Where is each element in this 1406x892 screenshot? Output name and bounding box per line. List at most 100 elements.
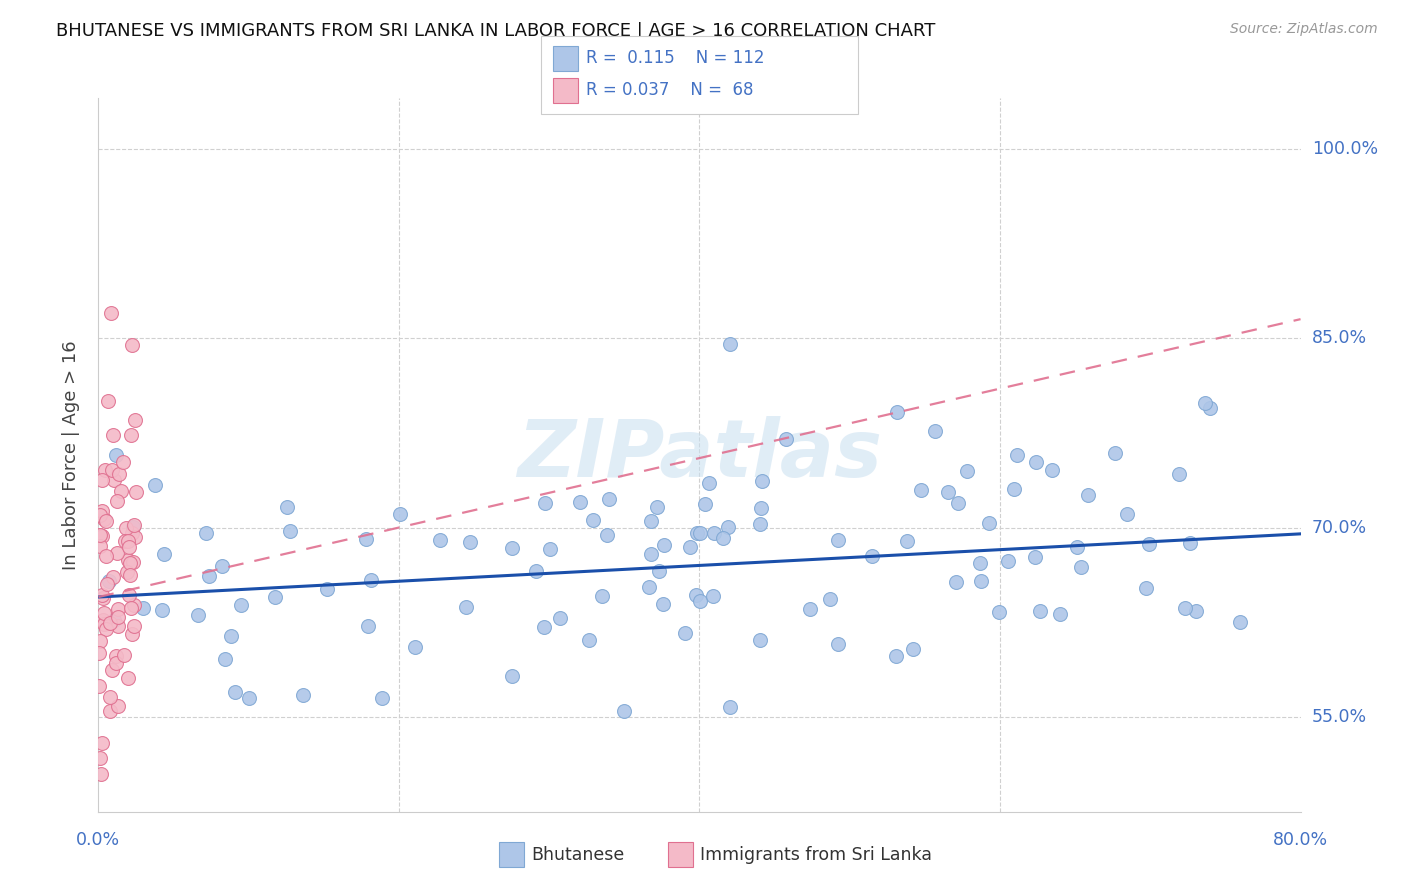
Point [429, 533, 451, 547]
Point [454, 599, 477, 614]
Point [101, 663, 124, 677]
Point [638, 580, 661, 594]
Point [122, 619, 145, 633]
Point [1194, 396, 1216, 410]
Point [187, 607, 209, 622]
Point [686, 526, 709, 541]
Point [122, 520, 145, 534]
Point [538, 542, 561, 557]
Point [229, 598, 252, 612]
Point [103, 428, 125, 442]
Point [775, 433, 797, 447]
Point [91, 473, 114, 487]
Text: R =  0.115    N = 112: R = 0.115 N = 112 [586, 49, 765, 67]
Point [613, 704, 636, 718]
Point [945, 575, 967, 590]
Point [751, 474, 773, 488]
Point [979, 516, 1001, 531]
Point [1135, 581, 1157, 595]
Point [107, 619, 129, 633]
Point [1168, 467, 1191, 481]
Y-axis label: In Labor Force | Age > 16: In Labor Force | Age > 16 [62, 340, 80, 570]
Point [568, 495, 591, 509]
Text: 70.0%: 70.0% [1312, 518, 1367, 537]
Point [1025, 455, 1047, 469]
Point [89, 527, 111, 541]
Point [578, 633, 600, 648]
Point [524, 564, 547, 578]
Point [90, 767, 112, 781]
Point [107, 602, 129, 616]
Point [1180, 536, 1202, 550]
Point [997, 554, 1019, 568]
Point [125, 485, 148, 500]
Point [122, 598, 145, 612]
Text: BHUTANESE VS IMMIGRANTS FROM SRI LANKA IN LABOR FORCE | AGE > 16 CORRELATION CHA: BHUTANESE VS IMMIGRANTS FROM SRI LANKA I… [56, 22, 935, 40]
Point [118, 540, 141, 554]
Point [697, 476, 720, 491]
Point [89, 528, 111, 542]
Point [357, 619, 380, 633]
Text: R = 0.037    N =  68: R = 0.037 N = 68 [586, 81, 754, 99]
Text: ZIPatlas: ZIPatlas [517, 416, 882, 494]
Point [219, 629, 242, 643]
Point [107, 698, 129, 713]
Point [194, 526, 217, 541]
Point [98, 704, 121, 718]
Point [105, 494, 128, 508]
Point [591, 589, 613, 603]
Point [292, 688, 315, 702]
Point [112, 648, 135, 663]
Point [152, 547, 174, 561]
Point [91, 504, 114, 518]
Point [460, 535, 482, 549]
Point [118, 589, 141, 603]
Point [224, 685, 246, 699]
Point [112, 455, 135, 469]
Point [389, 507, 412, 521]
Point [501, 541, 523, 555]
Point [96, 576, 118, 591]
Point [114, 534, 136, 549]
Point [89, 634, 111, 648]
Point [703, 526, 725, 541]
Point [122, 517, 145, 532]
Point [548, 611, 571, 625]
Point [93, 606, 115, 620]
Point [93, 616, 115, 631]
Point [1049, 607, 1071, 621]
Point [1024, 549, 1046, 564]
Point [1184, 604, 1206, 618]
Point [693, 497, 716, 511]
Point [946, 496, 969, 510]
Point [117, 534, 139, 549]
Point [533, 620, 555, 634]
Point [117, 671, 139, 685]
Point [956, 464, 979, 478]
Point [105, 656, 128, 670]
Point [105, 648, 128, 663]
Point [143, 478, 166, 492]
Point [1040, 463, 1063, 477]
Point [96, 514, 118, 528]
Point [117, 553, 139, 567]
Point [354, 533, 377, 547]
Point [689, 526, 711, 541]
Point [652, 597, 675, 611]
Point [98, 574, 121, 589]
Point [827, 533, 849, 548]
Point [1104, 446, 1126, 460]
Point [105, 545, 128, 559]
Text: Immigrants from Sri Lanka: Immigrants from Sri Lanka [700, 846, 932, 863]
Point [87, 679, 110, 693]
Point [969, 574, 991, 589]
Point [1002, 482, 1025, 496]
Point [107, 610, 129, 624]
Point [648, 564, 671, 578]
Point [749, 633, 772, 648]
Point [150, 602, 173, 616]
Point [717, 520, 740, 534]
Point [404, 640, 426, 654]
Point [238, 691, 260, 706]
Point [90, 529, 112, 543]
